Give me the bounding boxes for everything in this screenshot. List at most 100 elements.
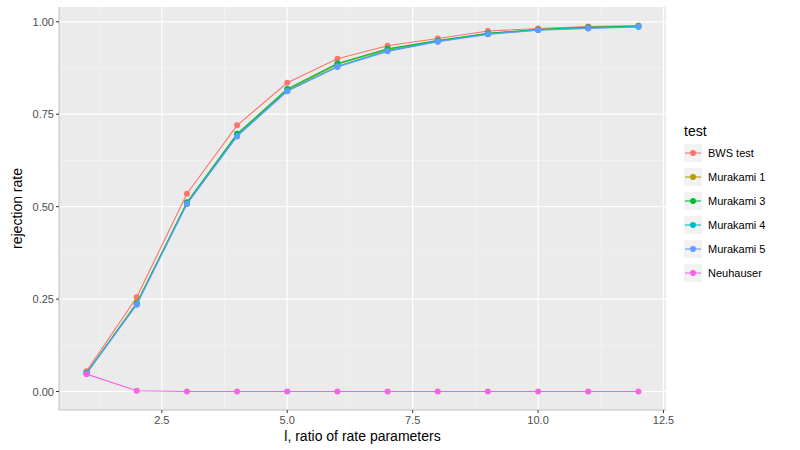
x-tick xyxy=(663,410,664,413)
x-tick-label: 5.0 xyxy=(280,414,295,426)
data-point xyxy=(385,48,391,54)
grid-line xyxy=(161,7,162,410)
y-tick xyxy=(56,391,59,392)
x-tick xyxy=(538,410,539,413)
data-point xyxy=(284,88,290,94)
minor-grid-line xyxy=(349,7,350,410)
grid-line xyxy=(663,7,664,410)
data-point xyxy=(134,388,140,394)
series-line xyxy=(87,27,639,373)
data-point xyxy=(535,27,541,33)
data-point xyxy=(585,25,591,31)
data-point xyxy=(184,191,190,197)
data-point xyxy=(435,39,441,45)
data-point xyxy=(134,302,140,308)
y-tick-label: 0.00 xyxy=(33,386,54,398)
legend-label: Murakami 4 xyxy=(708,219,765,231)
legend-marker xyxy=(690,270,696,276)
y-axis-line xyxy=(59,7,60,410)
grid-line xyxy=(59,298,666,299)
data-point xyxy=(635,24,641,30)
data-point xyxy=(485,389,491,395)
y-tick xyxy=(56,21,59,22)
x-tick-label: 2.5 xyxy=(154,414,169,426)
data-point xyxy=(385,48,391,54)
data-point xyxy=(585,25,591,31)
legend-marker xyxy=(690,198,696,204)
legend-label: Murakami 3 xyxy=(708,195,765,207)
data-point xyxy=(184,201,190,207)
data-point xyxy=(535,27,541,33)
series xyxy=(84,24,642,377)
legend-key xyxy=(684,144,702,162)
grid-line xyxy=(59,206,666,207)
x-tick xyxy=(412,410,413,413)
data-point xyxy=(334,63,340,69)
minor-grid-line xyxy=(59,252,666,253)
data-point xyxy=(284,389,290,395)
data-point xyxy=(535,27,541,33)
y-tick-label: 0.75 xyxy=(33,108,54,120)
data-point xyxy=(435,389,441,395)
minor-grid-line xyxy=(59,345,666,346)
grid-line xyxy=(59,21,666,22)
series-line xyxy=(87,26,639,373)
legend-key xyxy=(684,192,702,210)
legend-marker xyxy=(690,174,696,180)
y-axis-title: rejection rate xyxy=(9,168,25,249)
data-point xyxy=(535,389,541,395)
y-tick-label: 1.00 xyxy=(33,16,54,28)
data-point xyxy=(635,23,641,29)
data-point xyxy=(84,371,90,377)
data-point xyxy=(485,31,491,37)
minor-grid-line xyxy=(600,7,601,410)
legend-marker xyxy=(690,246,696,252)
legend-key xyxy=(684,264,702,282)
minor-grid-line xyxy=(224,7,225,410)
x-tick-label: 7.5 xyxy=(405,414,420,426)
data-point xyxy=(635,23,641,29)
grid-line xyxy=(412,7,413,410)
legend-label: Murakami 5 xyxy=(708,243,765,255)
series xyxy=(84,23,642,376)
data-point xyxy=(535,27,541,33)
data-point xyxy=(234,133,240,139)
grid-line xyxy=(59,114,666,115)
y-tick xyxy=(56,114,59,115)
series xyxy=(84,23,642,376)
data-point xyxy=(635,24,641,30)
x-axis-line xyxy=(59,410,666,411)
legend-key xyxy=(684,240,702,258)
x-axis-title: l, ratio of rate parameters xyxy=(284,428,440,444)
data-point xyxy=(585,389,591,395)
data-point xyxy=(485,31,491,37)
legend-label: BWS test xyxy=(708,147,754,159)
y-tick xyxy=(56,299,59,300)
data-point xyxy=(234,133,240,139)
x-tick xyxy=(161,410,162,413)
legend: testBWS testMurakami 1Murakami 3Murakami… xyxy=(684,123,765,282)
x-tick xyxy=(287,410,288,413)
data-point xyxy=(585,25,591,31)
series-line xyxy=(87,26,639,373)
legend-key xyxy=(684,216,702,234)
legend-title: test xyxy=(684,123,707,139)
series-line xyxy=(87,374,639,391)
series-line xyxy=(87,25,639,371)
series xyxy=(84,371,642,394)
data-point xyxy=(84,371,90,377)
plot-background xyxy=(59,7,666,410)
series xyxy=(84,24,642,376)
data-point xyxy=(234,122,240,128)
data-point xyxy=(184,389,190,395)
grid-line xyxy=(537,7,538,410)
y-tick-label: 0.25 xyxy=(33,293,54,305)
grid xyxy=(59,7,666,410)
series-line xyxy=(87,27,639,374)
data-point xyxy=(485,31,491,37)
minor-grid-line xyxy=(475,7,476,410)
data-point xyxy=(435,38,441,44)
data-point xyxy=(234,389,240,395)
data-point xyxy=(334,64,340,70)
minor-grid-line xyxy=(99,7,100,410)
